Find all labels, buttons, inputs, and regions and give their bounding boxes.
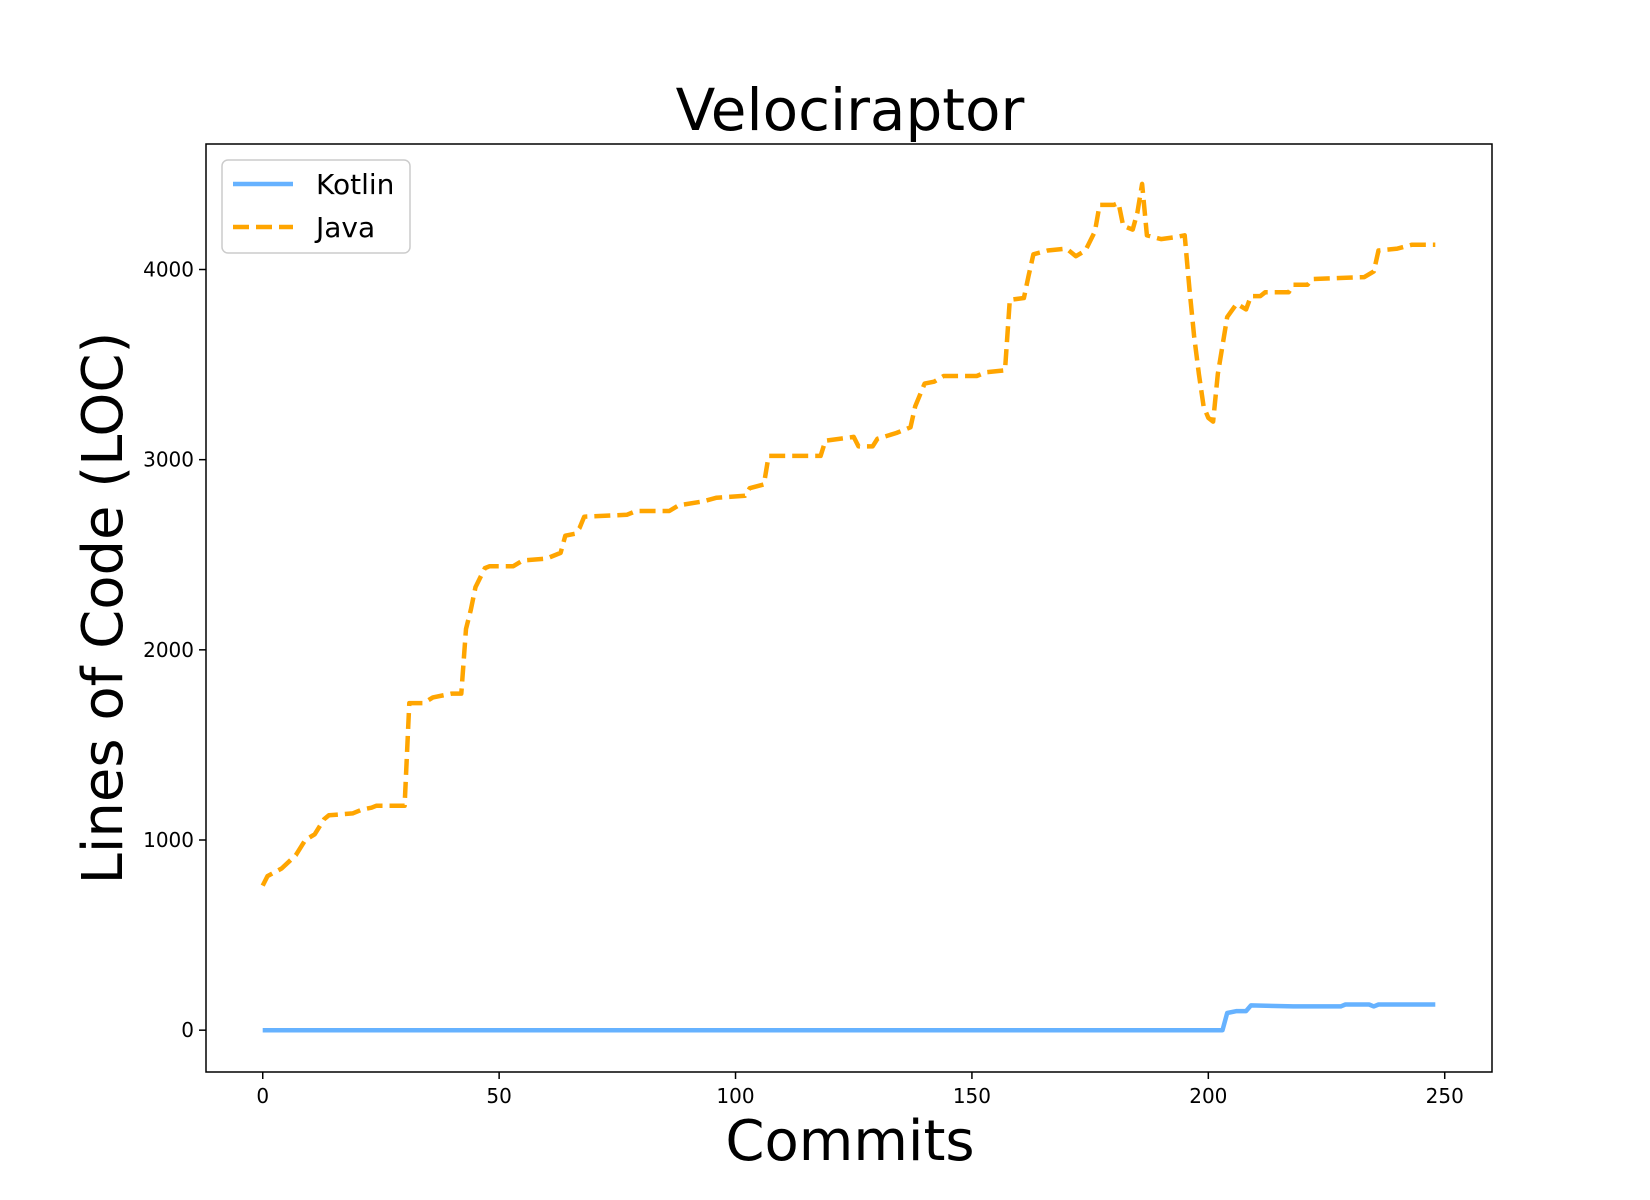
legend: Kotlin Java [221,159,411,254]
y-axis-ticks: 0 1000 2000 3000 4000 [143,258,206,1042]
legend-label-kotlin: Kotlin [316,168,394,201]
y-tick-label: 3000 [143,448,194,472]
y-axis-label: Lines of Code (LOC) [71,332,136,885]
y-tick-label: 4000 [143,258,194,282]
chart-title: Velociraptor [676,76,1025,144]
x-tick-label: 100 [716,1084,754,1108]
x-tick-label: 0 [256,1084,269,1108]
x-axis-label: Commits [725,1109,974,1174]
x-tick-label: 50 [486,1084,511,1108]
series-line-kotlin [262,1002,1436,1033]
y-tick-label: 2000 [143,638,194,662]
plot-frame [205,143,1493,1073]
y-tick-label: 0 [181,1018,194,1042]
x-axis-ticks: 0 50 100 150 200 250 [256,1072,1464,1108]
x-tick-label: 150 [953,1084,991,1108]
y-tick-label: 1000 [143,828,194,852]
x-tick-label: 200 [1189,1084,1227,1108]
x-tick-label: 250 [1426,1084,1464,1108]
legend-label-java: Java [314,211,375,244]
series-line-java [260,181,1436,887]
series-layer [260,181,1436,1033]
